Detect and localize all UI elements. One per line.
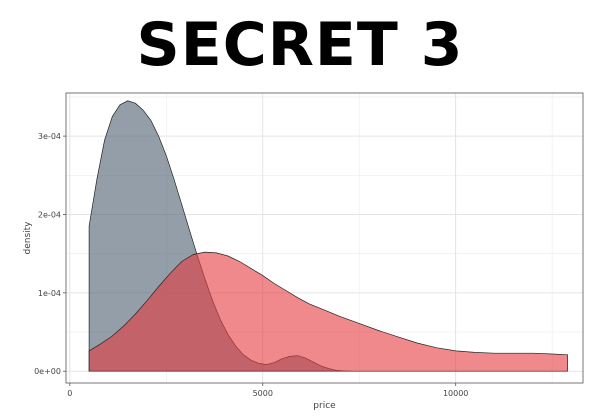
- density-series: [88, 100, 568, 372]
- y-tick-label: 2e-04: [38, 210, 61, 219]
- chart-title: SECRET 3: [136, 10, 464, 80]
- x-tick-label: 0: [67, 389, 72, 398]
- y-tick-label: 0e+00: [34, 367, 61, 376]
- y-tick-label: 1e-04: [38, 289, 61, 298]
- x-axis-label: price: [313, 401, 336, 411]
- y-axis-ticks: 0e+00 1e-04 2e-04 3e-04: [34, 132, 66, 376]
- x-tick-label: 5000: [253, 389, 273, 398]
- panel-border: [65, 92, 584, 384]
- y-axis-label: density: [23, 221, 33, 255]
- x-axis-ticks: 0 5000 10000: [67, 383, 468, 398]
- density-area-2: [88, 251, 568, 372]
- x-tick-label: 10000: [443, 389, 468, 398]
- y-tick-label: 3e-04: [38, 132, 61, 141]
